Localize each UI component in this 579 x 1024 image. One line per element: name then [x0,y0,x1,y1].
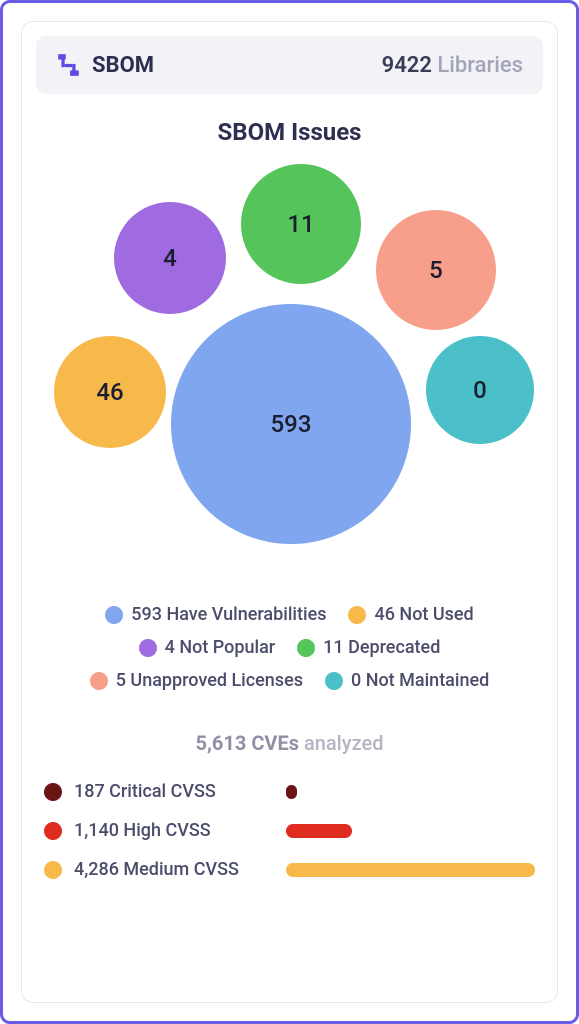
legend-item[interactable]: 593 Have Vulnerabilities [105,604,326,625]
legend-item[interactable]: 46 Not Used [348,604,473,625]
cvss-row: 187 Critical CVSS [44,781,535,802]
card-header: SBOM 9422 Libraries [36,36,543,94]
cvss-bar [286,785,297,799]
cvss-list: 187 Critical CVSS 1,140 High CVSS 4,286 Me… [36,781,543,880]
library-count-label: Libraries [437,53,523,78]
sbom-icon [56,52,82,78]
cvss-bar-track [286,785,535,799]
cvss-dot [44,822,62,840]
legend-dot [348,606,366,624]
legend-label: 593 Have Vulnerabilities [131,604,326,625]
legend-item[interactable]: 11 Deprecated [297,637,440,658]
bubble[interactable]: 593 [171,304,411,544]
cvss-label: 4,286 Medium CVSS [74,859,274,880]
bubble-chart: 59346 41150 [36,164,543,564]
cvss-row: 1,140 High CVSS [44,820,535,841]
cve-summary: 5,613 CVEs analyzed [36,731,543,755]
bubble[interactable]: 4 [114,202,226,314]
library-count: 9422 [382,53,432,78]
legend-item[interactable]: 0 Not Maintained [325,670,489,691]
legend-label: 11 Deprecated [323,637,440,658]
bubble[interactable]: 46 [54,336,166,448]
cve-suffix: analyzed [304,731,383,755]
legend-dot [297,639,315,657]
header-left: SBOM [56,52,154,78]
cvss-dot [44,783,62,801]
cvss-label: 1,140 High CVSS [74,820,274,841]
cve-count: 5,613 CVEs [196,731,299,755]
cvss-bar [286,863,535,877]
section-title: SBOM Issues [36,118,543,146]
legend-dot [325,672,343,690]
legend-dot [105,606,123,624]
bubble[interactable]: 11 [241,164,361,284]
cvss-bar-track [286,863,535,877]
header-right: 9422 Libraries [382,53,523,78]
legend-item[interactable]: 5 Unapproved Licenses [90,670,303,691]
cvss-dot [44,861,62,879]
cvss-label: 187 Critical CVSS [74,781,274,802]
sbom-card: SBOM 9422 Libraries SBOM Issues 59346411… [21,21,558,1003]
legend-dot [139,639,157,657]
legend-label: 5 Unapproved Licenses [116,670,303,691]
legend-label: 46 Not Used [374,604,473,625]
cvss-bar [286,824,352,838]
cvss-bar-track [286,824,535,838]
bubble[interactable]: 0 [426,336,534,444]
bubble[interactable]: 5 [376,210,496,330]
legend-label: 0 Not Maintained [351,670,489,691]
legend: 593 Have Vulnerabilities 46 Not Used 4 Not… [36,604,543,691]
header-title: SBOM [92,53,154,78]
legend-item[interactable]: 4 Not Popular [139,637,276,658]
cvss-row: 4,286 Medium CVSS [44,859,535,880]
legend-dot [90,672,108,690]
legend-label: 4 Not Popular [165,637,276,658]
